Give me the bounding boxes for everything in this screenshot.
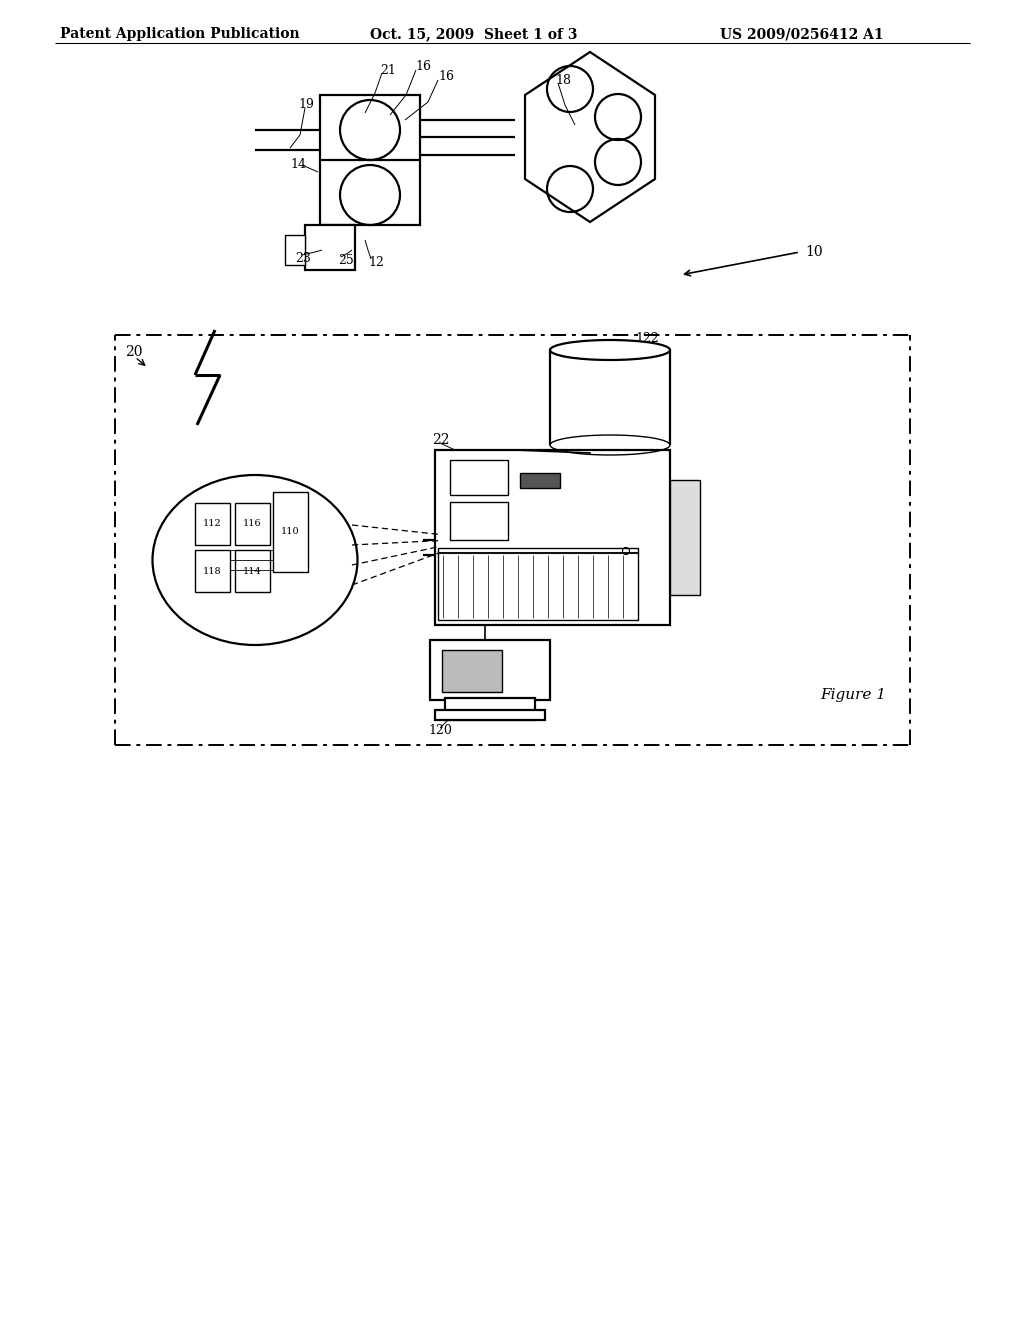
Text: 19: 19 — [298, 99, 314, 111]
Bar — [438, 548, 638, 620]
Text: 122: 122 — [635, 331, 658, 345]
Bar — [273, 492, 308, 572]
Text: 110: 110 — [281, 528, 299, 536]
Text: 116: 116 — [243, 520, 261, 528]
Text: 16: 16 — [415, 61, 431, 74]
Text: 22: 22 — [432, 433, 450, 447]
Bar — [305, 224, 355, 271]
Bar — [670, 480, 700, 595]
Bar — [195, 503, 230, 545]
Text: 120: 120 — [428, 723, 452, 737]
Bar — [435, 450, 670, 624]
Text: 16: 16 — [438, 70, 454, 83]
Text: Oct. 15, 2009  Sheet 1 of 3: Oct. 15, 2009 Sheet 1 of 3 — [370, 26, 578, 41]
Text: Figure 1: Figure 1 — [820, 688, 886, 702]
Bar — [430, 640, 550, 700]
Text: 114: 114 — [243, 566, 261, 576]
Bar — [442, 649, 502, 692]
Bar — [450, 502, 508, 540]
Text: 23: 23 — [295, 252, 311, 264]
Text: 21: 21 — [380, 63, 396, 77]
Text: 112: 112 — [203, 520, 221, 528]
Text: Patent Application Publication: Patent Application Publication — [60, 26, 300, 41]
Bar — [285, 235, 305, 265]
Text: 20: 20 — [125, 345, 142, 359]
Text: 10: 10 — [805, 246, 822, 259]
Bar — [520, 473, 560, 488]
Bar — [234, 503, 270, 545]
Bar — [319, 95, 420, 224]
Ellipse shape — [550, 341, 670, 360]
Bar — [195, 550, 230, 591]
Text: 18: 18 — [555, 74, 571, 87]
Text: 14: 14 — [290, 158, 306, 172]
Text: 118: 118 — [203, 566, 221, 576]
Text: US 2009/0256412 A1: US 2009/0256412 A1 — [720, 26, 884, 41]
Bar — [435, 710, 545, 719]
Bar — [450, 459, 508, 495]
Bar — [234, 550, 270, 591]
Text: 25: 25 — [338, 253, 353, 267]
Text: 12: 12 — [368, 256, 384, 268]
Bar — [445, 698, 535, 719]
